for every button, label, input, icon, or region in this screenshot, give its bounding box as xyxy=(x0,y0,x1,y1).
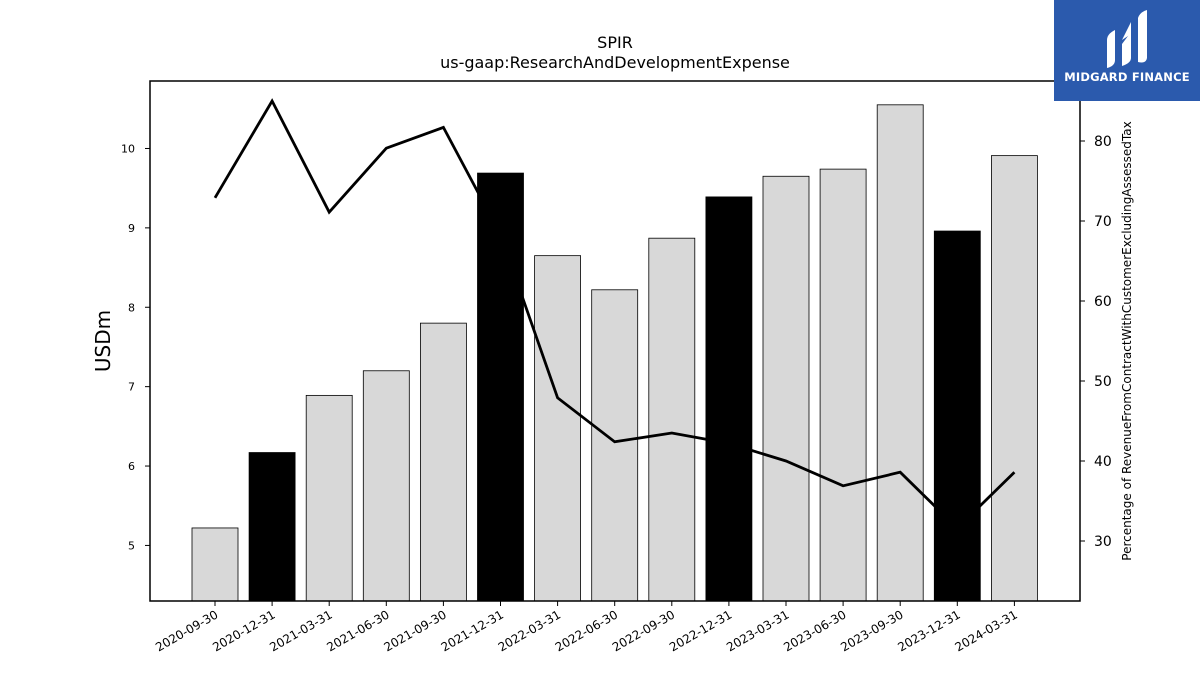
x-tick-label: 2022-06-30 xyxy=(553,607,620,654)
x-tick-label: 2022-03-31 xyxy=(496,607,563,654)
x-tick-label: 2023-03-31 xyxy=(724,607,791,654)
x-tick-label: 2021-12-31 xyxy=(439,607,506,654)
x-tick-label: 2023-12-31 xyxy=(895,607,962,654)
y-tick-label: 5 xyxy=(128,539,135,552)
midgard-m-icon xyxy=(1107,10,1147,68)
bar-2023-12-31 xyxy=(933,230,981,602)
y-tick-label: 8 xyxy=(128,301,135,314)
percentage-line xyxy=(213,98,1016,531)
bar-2022-06-30 xyxy=(591,289,639,602)
chart-subtitle: us-gaap:ResearchAndDevelopmentExpense xyxy=(440,53,790,72)
y-axis-label: USDm xyxy=(91,310,115,372)
x-tick-label: 2024-03-31 xyxy=(952,607,1019,654)
bar-2022-03-31 xyxy=(534,255,581,602)
y2-tick-label: 50 xyxy=(1094,374,1112,390)
x-tick-label: 2020-12-31 xyxy=(210,607,277,654)
y-tick-label: 9 xyxy=(128,222,135,235)
bar-2023-03-31 xyxy=(762,175,810,602)
bar-2021-09-30 xyxy=(419,322,467,602)
y2-tick-label: 40 xyxy=(1094,454,1112,470)
y2-tick-label: 30 xyxy=(1094,534,1112,550)
y2-tick-label: 70 xyxy=(1094,214,1112,230)
bar-2021-06-30 xyxy=(362,370,410,602)
x-tick-label: 2021-09-30 xyxy=(381,607,448,654)
x-tick-label: 2022-09-30 xyxy=(610,607,677,654)
y2-tick-label: 80 xyxy=(1094,134,1112,150)
y-tick-label: 7 xyxy=(128,381,135,394)
bar-2020-09-30 xyxy=(191,527,239,602)
x-tick-label: 2021-06-30 xyxy=(324,607,391,654)
bar-2024-03-31 xyxy=(991,155,1038,602)
bar-2023-06-30 xyxy=(819,168,867,602)
x-tick-label: 2023-06-30 xyxy=(781,607,848,654)
bar-2022-09-30 xyxy=(648,237,696,602)
y2-tick-label: 60 xyxy=(1094,294,1112,310)
chart-title: SPIR xyxy=(597,33,633,52)
x-tick-label: 2021-03-31 xyxy=(267,607,334,654)
x-tick-label: 2020-09-30 xyxy=(153,607,220,654)
bar-2021-03-31 xyxy=(305,394,353,602)
midgard-finance-logo: MIDGARD FINANCE xyxy=(1054,0,1200,101)
x-tick-label: 2023-09-30 xyxy=(838,607,905,654)
bar-2021-12-31 xyxy=(477,172,524,602)
y2-axis-label: Percentage of RevenueFromContractWithCus… xyxy=(1120,121,1134,560)
x-tick-label: 2022-12-31 xyxy=(667,607,734,654)
bar-2022-12-31 xyxy=(705,196,753,602)
y-tick-label: 10 xyxy=(121,142,135,155)
bar-2023-09-30 xyxy=(876,104,924,602)
y-tick-label: 6 xyxy=(128,460,135,473)
logo-text: MIDGARD FINANCE xyxy=(1064,70,1190,84)
bar-2020-12-31 xyxy=(248,452,296,602)
